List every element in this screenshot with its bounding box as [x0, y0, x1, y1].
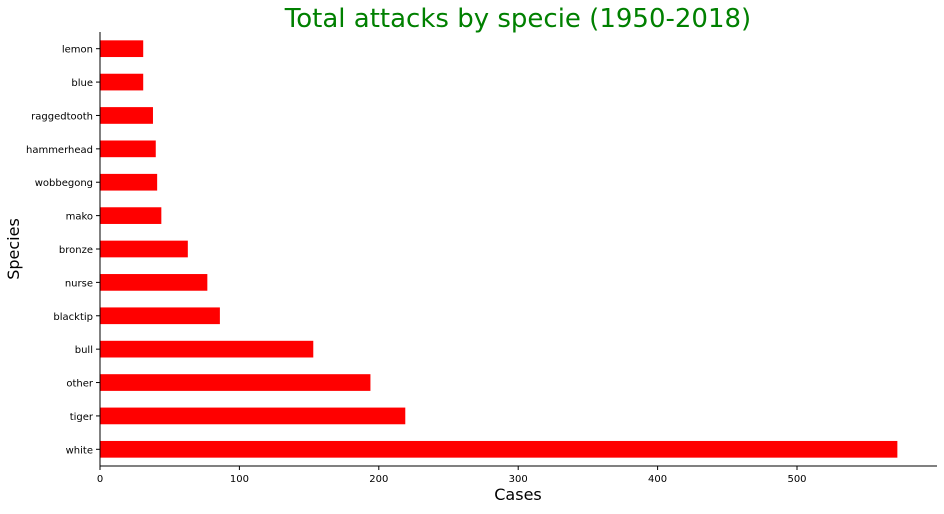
y-tick-label: white — [66, 445, 93, 456]
bar-other — [100, 374, 371, 391]
y-tick-label: bronze — [59, 245, 93, 256]
y-tick-label: other — [66, 379, 94, 390]
x-tick-label: 200 — [369, 474, 388, 485]
x-tick-label: 500 — [787, 474, 806, 485]
y-tick-label: bull — [75, 345, 93, 356]
x-axis-label: Cases — [494, 485, 542, 504]
bar-raggedtooth — [100, 107, 153, 124]
bar-bull — [100, 340, 314, 358]
y-tick-label: blue — [71, 78, 93, 89]
y-tick-labels: white tiger other bull blacktip nurse bronze ma… — [26, 45, 100, 456]
y-tick-label: blacktip — [53, 312, 93, 323]
y-tick-label: hammerhead — [26, 145, 93, 156]
x-tick-label: 400 — [648, 474, 667, 485]
y-axis-label: Species — [4, 218, 23, 280]
bar-wobbegong — [100, 173, 158, 191]
chart-title: Total attacks by specie (1950-2018) — [284, 4, 751, 34]
bars-group — [100, 40, 898, 458]
bar-tiger — [100, 407, 406, 425]
x-tick-label: 0 — [97, 474, 103, 485]
bar-nurse — [100, 274, 208, 291]
bar-blacktip — [100, 307, 220, 325]
bar-lemon — [100, 40, 144, 58]
bar-white — [100, 440, 898, 458]
y-tick-label: wobbegong — [35, 178, 93, 189]
bar-bronze — [100, 240, 188, 258]
y-tick-label: lemon — [62, 45, 93, 56]
y-tick-label: tiger — [70, 412, 94, 423]
x-tick-label: 100 — [230, 474, 249, 485]
y-tick-label: mako — [66, 212, 93, 223]
y-tick-label: raggedtooth — [31, 111, 93, 122]
bar-blue — [100, 73, 144, 91]
y-tick-label: nurse — [65, 278, 93, 289]
x-tick-labels: 0 100 200 300 400 500 — [97, 466, 807, 485]
bar-hammerhead — [100, 140, 156, 158]
x-tick-label: 300 — [509, 474, 528, 485]
bar-mako — [100, 207, 162, 224]
